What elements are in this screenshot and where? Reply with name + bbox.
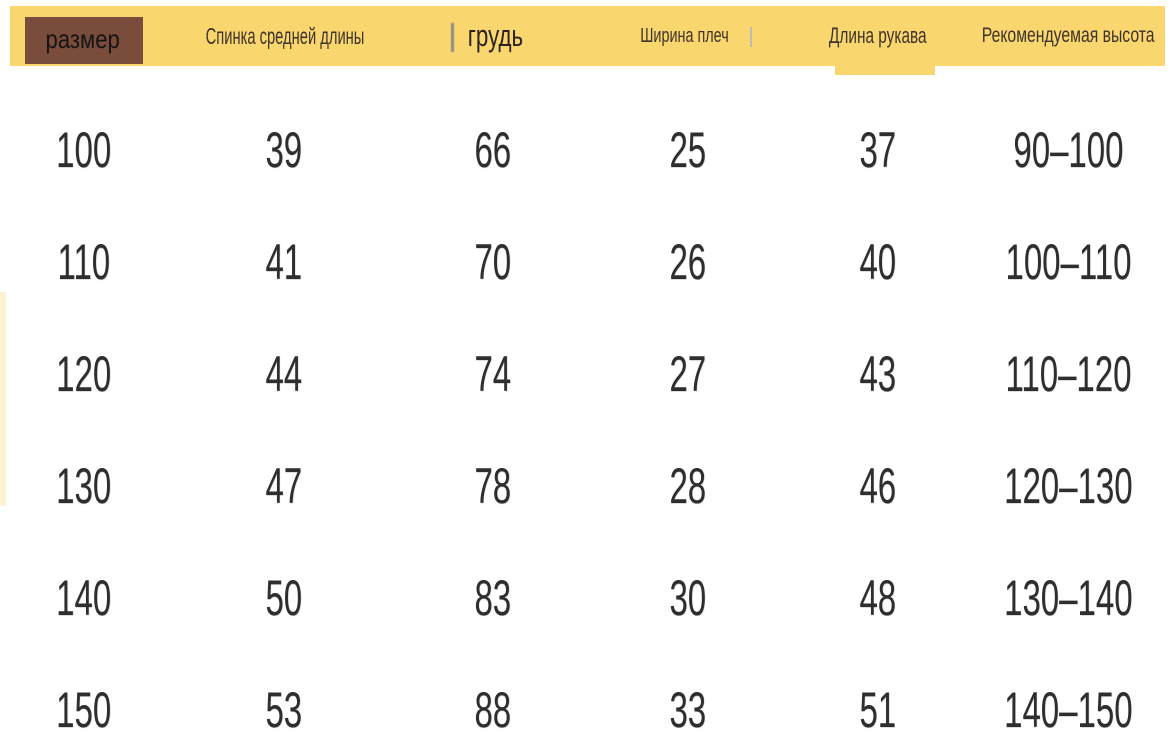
table-cell-r4-c4: 48 <box>790 569 965 627</box>
cell-value: 47 <box>265 458 303 514</box>
smudge-icon <box>451 23 455 52</box>
cell-value: 100–110 <box>1004 234 1132 290</box>
table-cell-r1-c0: 110 <box>0 233 168 291</box>
table-row: 150 53 88 33 51 140–150 <box>0 654 1171 751</box>
table-cell-r5-c2: 88 <box>400 681 585 739</box>
table-cell-r0-c5: 90–100 <box>965 121 1171 179</box>
cell-value: 66 <box>474 122 511 178</box>
cell-value: 27 <box>669 346 706 402</box>
table-row: 130 47 78 28 46 120–130 <box>0 430 1171 542</box>
cell-value: 140–150 <box>1003 682 1133 738</box>
table-body: 100 39 66 25 37 90–100 110 41 70 26 40 100–110 120 44… <box>0 94 1171 751</box>
cell-value: 110–120 <box>1004 346 1132 402</box>
cell-value: 88 <box>474 682 511 738</box>
table-cell-r3-c0: 130 <box>0 457 168 515</box>
table-cell-r2-c2: 74 <box>400 345 585 403</box>
cell-value: 30 <box>669 570 706 626</box>
cell-value: 28 <box>669 458 706 514</box>
cell-value: 140 <box>56 570 112 626</box>
cell-value: 43 <box>859 346 896 402</box>
table-row: 110 41 70 26 40 100–110 <box>0 206 1171 318</box>
table-header-row: размер Спинка средней длины грудь Ширина… <box>0 6 1171 66</box>
cell-value: 51 <box>859 682 896 738</box>
cell-value: 46 <box>859 458 896 514</box>
pale-edge-strip-artifact <box>0 292 6 506</box>
table-cell-r4-c0: 140 <box>0 569 168 627</box>
cell-value: 70 <box>474 234 511 290</box>
cell-value: 110 <box>57 234 111 290</box>
cell-value: 33 <box>669 682 706 738</box>
table-cell-r2-c0: 120 <box>0 345 168 403</box>
cell-value: 50 <box>265 570 303 626</box>
cell-value: 90–100 <box>1012 122 1124 178</box>
table-cell-r3-c4: 46 <box>790 457 965 515</box>
header-cell-sleeve-length: Длина рукава <box>790 23 965 49</box>
header-label-sleeve-length: Длина рукава <box>828 23 927 48</box>
table-cell-r2-c1: 44 <box>168 345 400 403</box>
cell-value: 37 <box>859 122 896 178</box>
header-label-recommended-height: Рекомендуемая высота <box>981 24 1155 47</box>
table-cell-r0-c1: 39 <box>168 121 400 179</box>
cell-value: 130–140 <box>1003 570 1133 626</box>
table-cell-r3-c3: 28 <box>585 457 790 515</box>
table-cell-r0-c4: 37 <box>790 121 965 179</box>
header-cell-size: размер <box>0 9 168 64</box>
cell-value: 25 <box>669 122 706 178</box>
table-cell-r0-c2: 66 <box>400 121 585 179</box>
header-cell-chest: грудь <box>400 18 585 54</box>
table-row: 100 39 66 25 37 90–100 <box>0 94 1171 206</box>
header-label-size: размер <box>45 23 121 54</box>
table-cell-r5-c0: 150 <box>0 681 168 739</box>
cell-value: 53 <box>265 682 303 738</box>
table-cell-r2-c5: 110–120 <box>965 345 1171 403</box>
cell-value: 120–130 <box>1003 458 1133 514</box>
table-cell-r0-c3: 25 <box>585 121 790 179</box>
yellow-notch-artifact <box>835 66 935 75</box>
smudge-icon <box>750 27 753 47</box>
table-cell-r5-c3: 33 <box>585 681 790 739</box>
cell-value: 78 <box>474 458 511 514</box>
cell-value: 40 <box>859 234 896 290</box>
table-cell-r3-c1: 47 <box>168 457 400 515</box>
table-cell-r4-c1: 50 <box>168 569 400 627</box>
table-cell-r2-c4: 43 <box>790 345 965 403</box>
table-cell-r0-c0: 100 <box>0 121 168 179</box>
cell-value: 48 <box>859 570 896 626</box>
table-row: 140 50 83 30 48 130–140 <box>0 542 1171 654</box>
header-label-back-length: Спинка средней длины <box>205 22 365 49</box>
table-cell-r4-c5: 130–140 <box>965 569 1171 627</box>
table-cell-r1-c3: 26 <box>585 233 790 291</box>
cell-value: 41 <box>265 234 303 290</box>
header-cell-back-length: Спинка средней длины <box>156 22 400 52</box>
header-label-chest: грудь <box>467 18 524 53</box>
cell-value: 120 <box>56 346 112 402</box>
cell-value: 44 <box>265 346 303 402</box>
header-cell-recommended-height: Рекомендуемая высота <box>965 24 1171 48</box>
table-cell-r4-c3: 30 <box>585 569 790 627</box>
table-cell-r3-c5: 120–130 <box>965 457 1171 515</box>
table-cell-r5-c1: 53 <box>168 681 400 739</box>
header-cell-shoulder-width: Ширина плеч <box>585 25 790 48</box>
table-cell-r1-c1: 41 <box>168 233 400 291</box>
table-cell-r1-c2: 70 <box>400 233 585 291</box>
table-cell-r4-c2: 83 <box>400 569 585 627</box>
table-cell-r5-c4: 51 <box>790 681 965 739</box>
table-cell-r1-c5: 100–110 <box>965 233 1171 291</box>
size-header-highlight: размер <box>25 16 143 64</box>
cell-value: 26 <box>669 234 706 290</box>
cell-value: 83 <box>474 570 511 626</box>
table-cell-r2-c3: 27 <box>585 345 790 403</box>
cell-value: 150 <box>56 682 112 738</box>
table-cell-r3-c2: 78 <box>400 457 585 515</box>
header-label-shoulder-width: Ширина плеч <box>639 24 729 47</box>
cell-value: 74 <box>474 346 511 402</box>
cell-value: 130 <box>56 458 112 514</box>
table-row: 120 44 74 27 43 110–120 <box>0 318 1171 430</box>
table-cell-r5-c5: 140–150 <box>965 681 1171 739</box>
cell-value: 39 <box>265 122 303 178</box>
table-cell-r1-c4: 40 <box>790 233 965 291</box>
cell-value: 100 <box>56 122 112 178</box>
